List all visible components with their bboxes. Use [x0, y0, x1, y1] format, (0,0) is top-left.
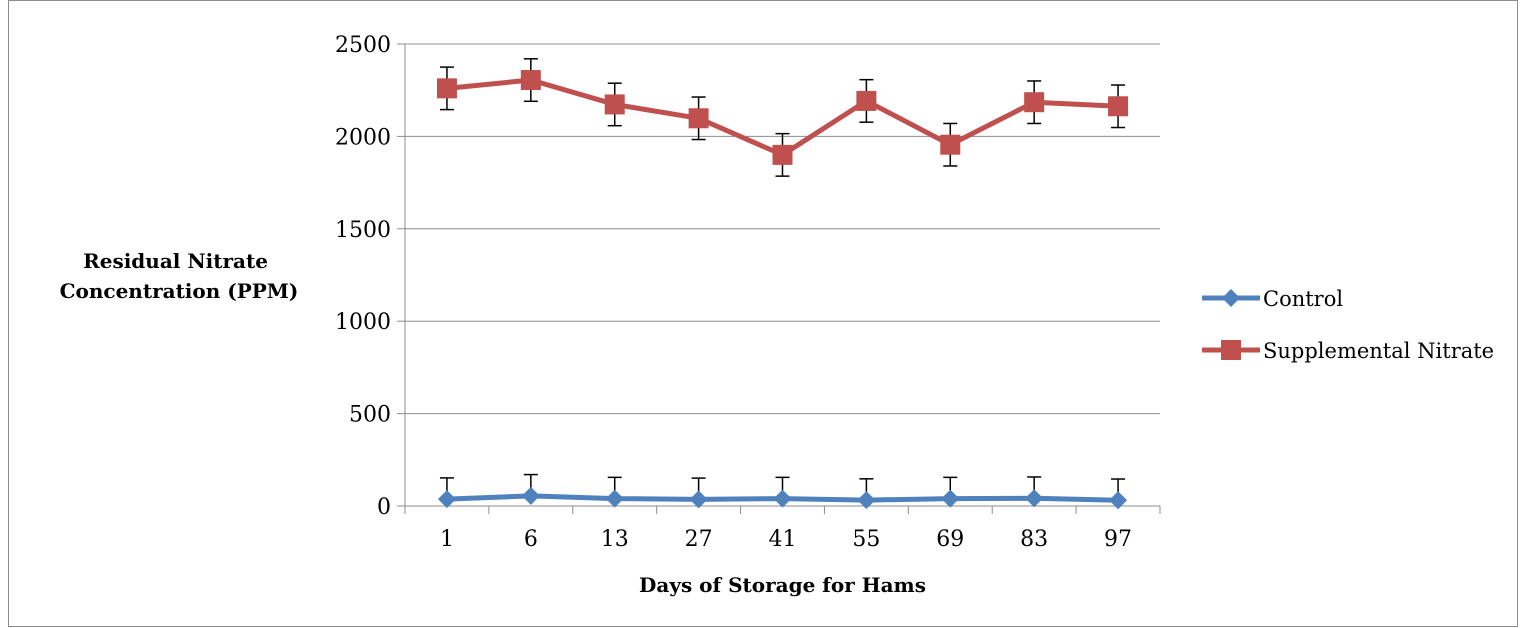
series-layer [436, 70, 1129, 510]
point-0-1 [521, 486, 540, 505]
point-0-4 [773, 489, 792, 508]
point-0-0 [437, 490, 456, 509]
y-axis-title: Residual Nitrate Concentration (PPM) [60, 249, 299, 303]
x-tick-label-97: 97 [1104, 527, 1132, 552]
error-bars [439, 58, 1126, 501]
legend-marker-0 [1222, 289, 1240, 307]
x-tick-label-6: 6 [524, 527, 538, 552]
point-1-1 [520, 70, 541, 91]
x-tick-label-55: 55 [852, 527, 880, 552]
gridlines [405, 43, 1160, 415]
point-0-6 [941, 489, 960, 508]
point-0-8 [1109, 491, 1128, 510]
x-tick-label-69: 69 [936, 527, 964, 552]
x-axis-title: Days of Storage for Hams [639, 573, 926, 597]
point-1-6 [940, 134, 961, 155]
point-1-4 [772, 144, 793, 165]
point-1-3 [688, 108, 709, 129]
point-1-2 [604, 94, 625, 115]
point-0-3 [689, 490, 708, 509]
x-tick-label-27: 27 [685, 527, 713, 552]
point-0-2 [605, 489, 624, 508]
axes: 0 500 1000 1500 2000 2500 1 6 13 27 41 55 69 83 97 [335, 33, 1161, 552]
point-1-0 [436, 78, 457, 99]
y-tick-label-2500: 2500 [335, 33, 391, 58]
y-tick-label-1500: 1500 [335, 218, 391, 243]
x-tick-label-13: 13 [601, 527, 629, 552]
legend: Control Supplemental Nitrate [1202, 287, 1494, 363]
x-tick-label-41: 41 [769, 527, 797, 552]
y-tick-label-1000: 1000 [335, 310, 391, 335]
y-axis-title-line-2: Concentration (PPM) [60, 279, 299, 303]
y-tick-label-0: 0 [377, 495, 391, 520]
point-1-5 [856, 90, 877, 111]
y-tick-label-500: 500 [349, 403, 391, 428]
y-tick-label-2000: 2000 [335, 125, 391, 150]
y-axis-title-line-1: Residual Nitrate [83, 249, 268, 273]
legend-label-0: Control [1263, 287, 1343, 311]
chart-frame [8, 0, 1518, 627]
point-1-7 [1024, 92, 1045, 113]
x-tick-label-1: 1 [440, 527, 454, 552]
legend-marker-1 [1221, 340, 1241, 360]
point-1-8 [1108, 96, 1129, 117]
point-0-7 [1025, 489, 1044, 508]
point-0-5 [857, 491, 876, 510]
x-tick-label-83: 83 [1020, 527, 1048, 552]
legend-label-1: Supplemental Nitrate [1263, 339, 1494, 363]
